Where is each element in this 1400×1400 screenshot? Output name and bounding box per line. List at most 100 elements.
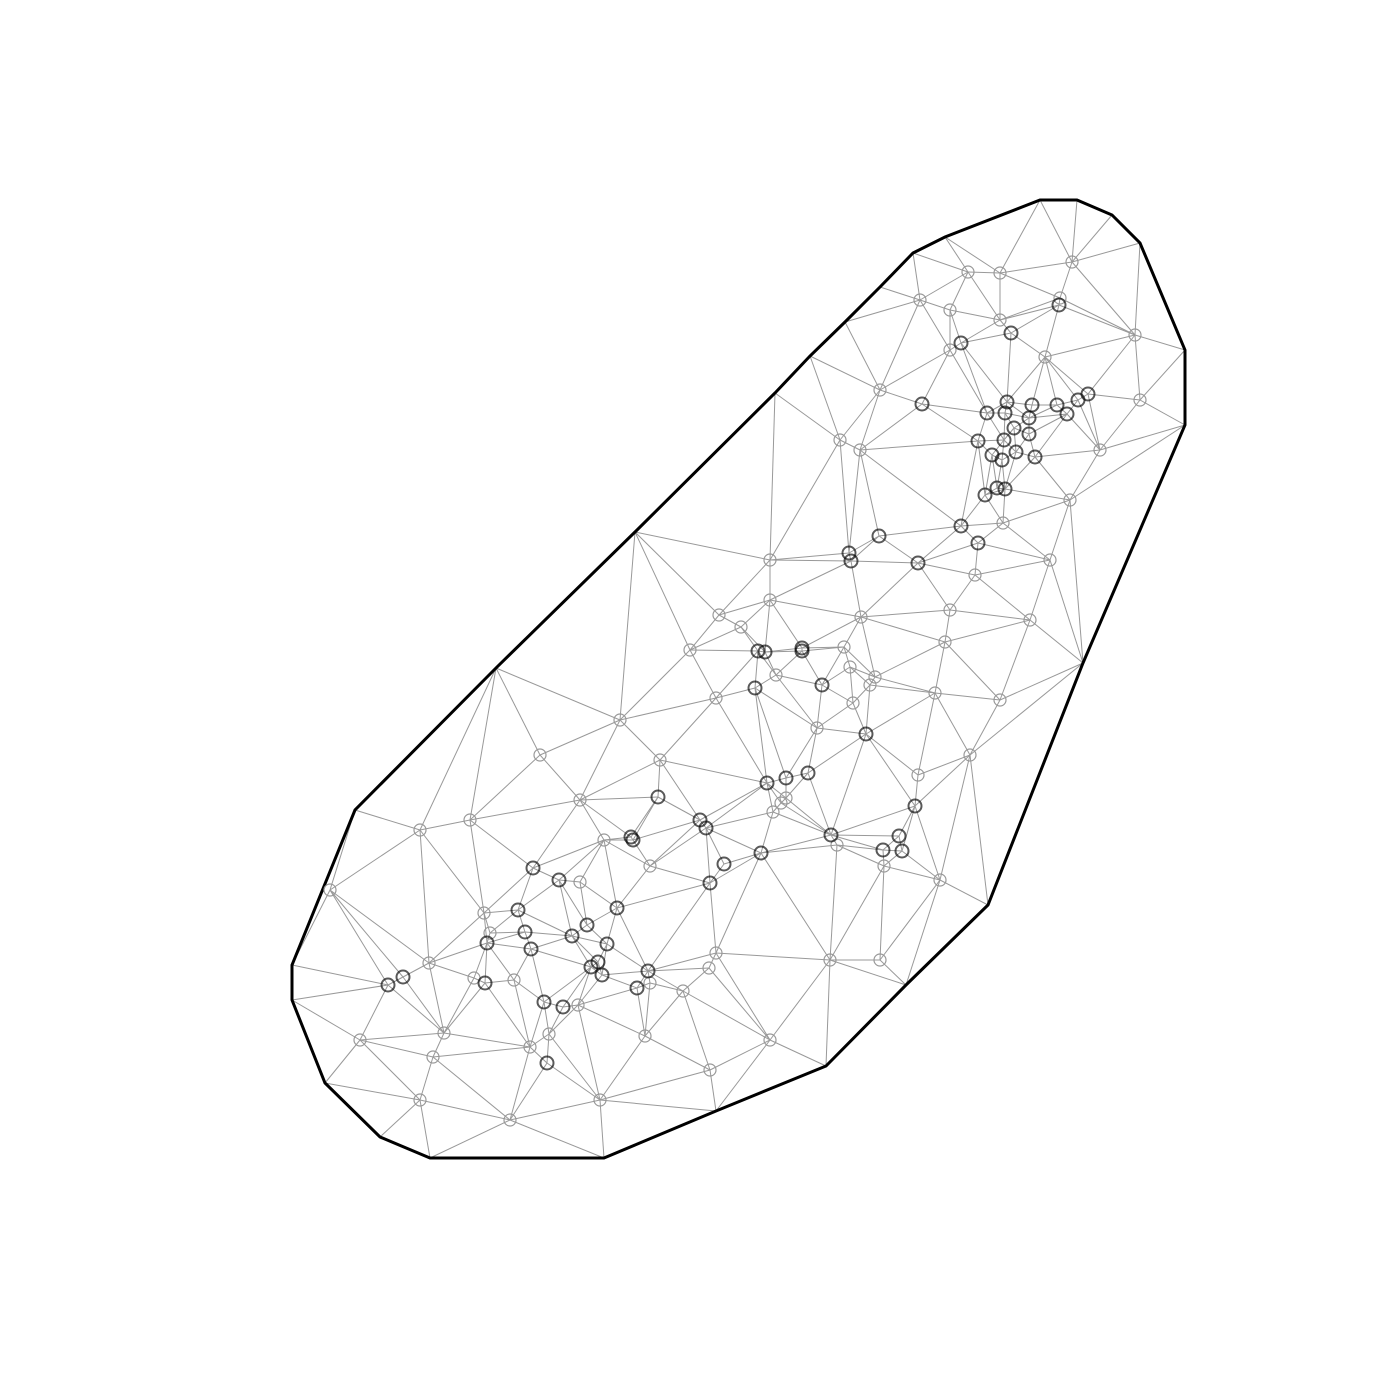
mesh-node — [463, 813, 477, 827]
mesh-edge — [599, 1099, 717, 1112]
mesh-node — [426, 1050, 440, 1064]
mesh-edge — [579, 799, 632, 838]
mesh-edge — [469, 819, 534, 869]
mesh-edge — [634, 531, 691, 651]
data-point — [794, 643, 810, 659]
mesh-edge — [869, 676, 876, 686]
mesh-edge — [529, 1046, 548, 1064]
mesh-edge — [558, 879, 588, 926]
mesh-edge — [657, 796, 701, 821]
data-point — [525, 860, 541, 876]
data-point — [477, 975, 493, 991]
mesh-edge — [825, 959, 831, 1067]
data-point — [539, 1055, 555, 1071]
mesh-edge — [859, 440, 979, 451]
mesh-edge — [443, 982, 486, 1034]
mesh-edge — [517, 909, 526, 933]
mesh-edge — [1044, 334, 1136, 358]
mesh-edge — [546, 1062, 601, 1101]
mesh-edge — [984, 488, 1006, 496]
mesh-edge — [949, 574, 976, 611]
data-point — [716, 856, 732, 872]
mesh-edge — [636, 970, 649, 989]
mesh-edge — [1013, 417, 1030, 429]
mesh-edge — [849, 666, 871, 686]
mesh-edge — [1001, 459, 1006, 490]
mesh-edge — [764, 599, 771, 653]
mesh-edge — [969, 662, 1084, 756]
mesh-edge — [419, 667, 497, 831]
mesh-edge — [1034, 413, 1068, 458]
mesh-edge — [1003, 427, 1015, 441]
mesh-edge — [1015, 433, 1030, 453]
mesh-edge — [1069, 424, 1186, 501]
mesh-edge — [705, 811, 774, 829]
mesh-edge — [432, 1032, 445, 1058]
mesh — [291, 199, 1186, 1159]
mesh-edge — [1071, 242, 1141, 263]
data-point — [698, 820, 714, 836]
mesh-edge — [1002, 499, 1071, 524]
mesh-edge — [644, 1035, 711, 1071]
data-point — [759, 775, 775, 791]
mesh-edge — [754, 687, 787, 779]
data-point — [395, 969, 411, 985]
mesh-edge — [878, 535, 919, 564]
mesh-edge — [619, 649, 691, 721]
mesh-edge — [402, 962, 430, 978]
mesh-node — [523, 1040, 537, 1054]
mesh-edge — [901, 805, 916, 852]
mesh-edge — [775, 674, 818, 729]
mesh-edge — [772, 811, 832, 836]
mesh-edge — [709, 852, 762, 884]
mesh-edge — [689, 649, 717, 699]
mesh-edge — [874, 676, 936, 694]
mesh-edge — [1006, 356, 1046, 403]
mesh-edge — [914, 754, 971, 807]
data-point — [625, 832, 641, 848]
mesh-edge — [917, 525, 962, 564]
data-point — [970, 535, 986, 551]
mesh-edge — [1069, 449, 1101, 501]
mesh-node — [943, 303, 957, 317]
data-point — [841, 545, 857, 561]
mesh-edge — [689, 649, 759, 652]
mesh-node — [638, 1029, 652, 1043]
mesh-edge — [999, 261, 1073, 274]
mesh-node — [503, 1113, 517, 1127]
mesh-edge — [429, 1119, 511, 1159]
data-point — [1008, 444, 1024, 460]
mesh-edge — [830, 834, 884, 851]
mesh-edge — [883, 850, 903, 867]
mesh-edge — [1044, 304, 1060, 358]
mesh-node — [1043, 553, 1057, 567]
mesh-edge — [329, 889, 404, 978]
mesh-edge — [1069, 499, 1084, 664]
data-point — [599, 936, 615, 952]
mesh-edge — [859, 449, 880, 537]
data-point — [579, 917, 595, 933]
data-point — [517, 924, 533, 940]
mesh-edge — [1134, 334, 1141, 401]
mesh-edge — [865, 692, 936, 735]
mesh-edge — [917, 562, 976, 576]
mesh-edge — [543, 966, 592, 1003]
mesh-edge — [969, 754, 989, 906]
mesh-edge — [860, 616, 876, 678]
mesh-edge — [766, 782, 774, 813]
mesh-edge — [715, 650, 759, 699]
mesh-edge — [769, 392, 776, 561]
mesh-edge — [513, 948, 532, 981]
mesh-edge — [807, 733, 867, 774]
mesh-node — [873, 953, 887, 967]
mesh-edge — [530, 948, 592, 968]
mesh-node — [613, 713, 627, 727]
mesh-node — [763, 553, 777, 567]
data-point — [871, 528, 887, 544]
mesh-edge — [708, 967, 771, 1041]
mesh-edge — [359, 1032, 445, 1041]
mesh-node — [913, 293, 927, 307]
mesh-node — [963, 748, 977, 762]
mesh-edge — [1006, 401, 1030, 419]
data-point — [858, 726, 874, 742]
